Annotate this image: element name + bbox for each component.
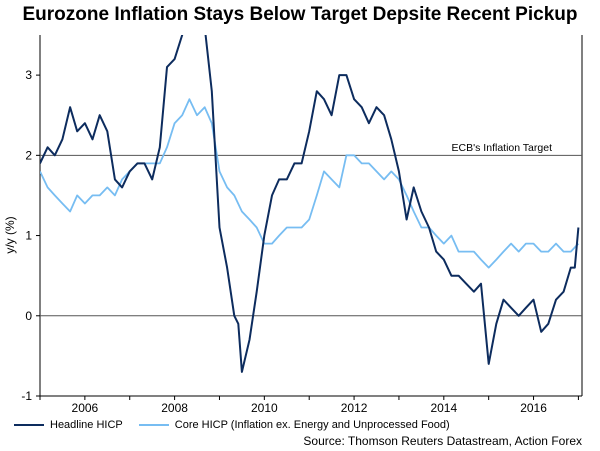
x-tick-label: 2016 xyxy=(520,401,547,415)
x-tick-label: 2006 xyxy=(72,401,99,415)
x-tick-label: 2010 xyxy=(251,401,278,415)
y-tick-label: 2 xyxy=(25,148,32,162)
x-axis: 2006 2008 2010 2012 2014 2016 xyxy=(39,396,579,415)
plot-frame xyxy=(39,35,583,397)
y-tick-label: 1 xyxy=(25,229,32,243)
legend-item-core: Core HICP (Inflation ex. Energy and Unpr… xyxy=(138,419,450,431)
series-line-headline xyxy=(40,35,580,373)
chart-title: Eurozone Inflation Stays Below Target De… xyxy=(22,4,578,25)
legend-swatch-core xyxy=(138,424,169,426)
legend-label-core: Core HICP (Inflation ex. Energy and Unpr… xyxy=(174,419,450,431)
x-tick-label: 2012 xyxy=(341,401,368,415)
legend-swatch-headline xyxy=(14,424,44,426)
reference-lines xyxy=(40,154,582,317)
series-line-core xyxy=(40,98,580,269)
y-axis: -1 0 1 2 3 xyxy=(21,68,40,403)
x-tick-label: 2008 xyxy=(161,401,188,415)
legend-item-headline: Headline HICP xyxy=(14,419,123,431)
y-axis-label: y/y (%) xyxy=(3,216,17,253)
legend: Headline HICP Core HICP (Inflation ex. E… xyxy=(14,419,466,431)
legend-label-headline: Headline HICP xyxy=(50,419,123,431)
y-tick-label: 0 xyxy=(25,309,32,323)
source-note: Source: Thomson Reuters Datastream, Acti… xyxy=(303,434,582,448)
reference-line-label: ECB's Inflation Target xyxy=(452,142,553,154)
x-tick-label: 2014 xyxy=(430,401,457,415)
series-layer xyxy=(40,35,580,373)
y-tick-label: -1 xyxy=(21,389,32,403)
y-tick-label: 3 xyxy=(25,68,32,82)
